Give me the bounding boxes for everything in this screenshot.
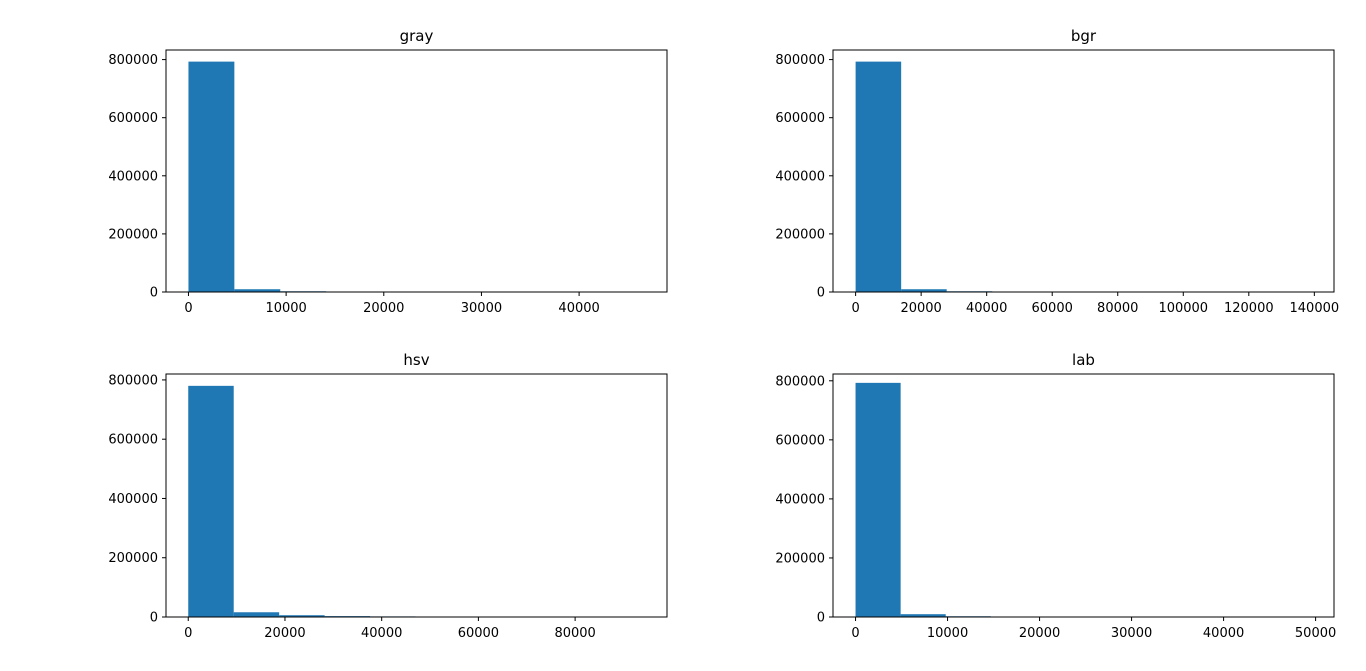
histogram-bar [188, 385, 234, 617]
histogram-bar [188, 61, 235, 293]
y-tick-label: 400000 [775, 492, 825, 507]
y-tick-label: 200000 [108, 227, 158, 242]
x-tick-label: 10000 [265, 301, 306, 316]
x-tick-label: 40000 [966, 301, 1007, 316]
x-tick-label: 100000 [1158, 301, 1208, 316]
y-tick-label: 400000 [108, 492, 158, 507]
x-tick-label: 40000 [558, 301, 599, 316]
y-tick-label: 0 [817, 286, 825, 301]
x-tick-label: 80000 [554, 626, 595, 641]
y-tick-label: 800000 [108, 373, 158, 388]
x-tick-label: 60000 [1032, 301, 1073, 316]
histogram-bar [233, 612, 280, 617]
axes-frame [165, 373, 668, 618]
x-tick-label: 40000 [1203, 626, 1244, 641]
y-tick-label: 400000 [775, 169, 825, 184]
x-tick-label: 10000 [927, 626, 968, 641]
y-tick-label: 800000 [775, 374, 825, 389]
y-tick-label: 200000 [775, 227, 825, 242]
histogram-bar [855, 382, 901, 617]
subplot-title: hsv [403, 351, 429, 369]
y-tick-label: 600000 [108, 433, 158, 448]
histogram-bar [279, 615, 325, 617]
subplot-title: bgr [1071, 27, 1097, 45]
y-tick-label: 0 [150, 611, 158, 626]
y-tick-label: 600000 [775, 111, 825, 126]
y-tick-label: 400000 [108, 169, 158, 184]
x-tick-label: 0 [851, 626, 859, 641]
subplot-bgr: 0 20000 40000 60000 80000 100000 120000 140000 0… [775, 27, 1339, 316]
x-tick-label: 0 [184, 626, 192, 641]
x-tick-label: 0 [184, 301, 192, 316]
x-tick-label: 30000 [461, 301, 502, 316]
axes-frame [832, 373, 1335, 618]
y-tick-label: 200000 [775, 551, 825, 566]
axes-frame [165, 49, 668, 293]
subplot-gray: 0 10000 20000 30000 400000200000400000600000… [108, 27, 668, 316]
x-tick-label: 120000 [1224, 301, 1274, 316]
histogram-bar [234, 289, 281, 292]
subplot-title: lab [1072, 351, 1095, 369]
axes-frame [832, 49, 1335, 293]
x-tick-label: 140000 [1290, 301, 1340, 316]
subplot-hsv: 0 20000 40000 60000 800000200000400000600000… [108, 351, 668, 641]
subplot-lab: 0 10000 20000 30000 40000 50000 0 200000 400000 6… [775, 351, 1336, 641]
y-tick-label: 600000 [775, 433, 825, 448]
x-tick-label: 80000 [1097, 301, 1138, 316]
x-tick-label: 20000 [363, 301, 404, 316]
x-tick-label: 60000 [458, 626, 499, 641]
y-tick-label: 200000 [108, 551, 158, 566]
x-tick-label: 40000 [361, 626, 402, 641]
x-tick-label: 30000 [1111, 626, 1152, 641]
histogram-bar [901, 289, 947, 292]
x-tick-label: 0 [851, 301, 859, 316]
y-tick-label: 0 [817, 611, 825, 626]
x-tick-label: 20000 [1019, 626, 1060, 641]
x-tick-label: 50000 [1295, 626, 1336, 641]
y-tick-label: 0 [150, 286, 158, 301]
y-tick-label: 600000 [108, 111, 158, 126]
histogram-bar [900, 614, 946, 617]
y-tick-label: 800000 [108, 53, 158, 68]
x-tick-label: 20000 [264, 626, 305, 641]
y-tick-label: 800000 [775, 53, 825, 68]
subplot-title: gray [400, 27, 434, 45]
histogram-bar [855, 61, 902, 293]
x-tick-label: 20000 [900, 301, 941, 316]
